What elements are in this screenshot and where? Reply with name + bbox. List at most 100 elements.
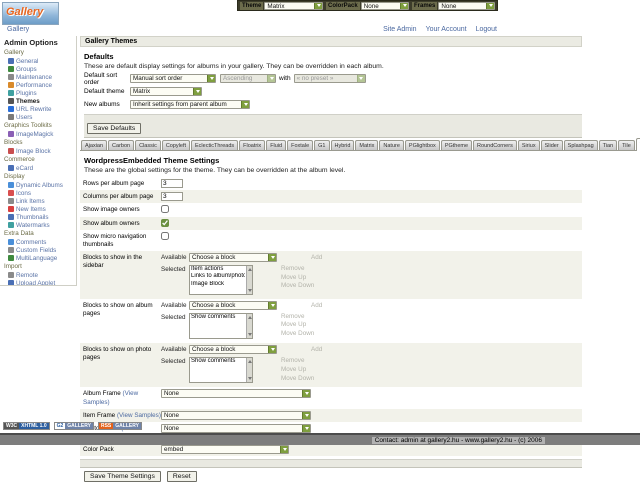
sidebar-item-comments[interactable]: Comments bbox=[8, 238, 74, 246]
sidebar-item-link-items[interactable]: Link Items bbox=[8, 197, 74, 205]
show-album-owners-checkbox[interactable] bbox=[161, 218, 169, 227]
sidebar-item-multilanguage[interactable]: MultiLanguage bbox=[8, 254, 74, 262]
tab-pgtheme[interactable]: PGtheme bbox=[440, 140, 473, 150]
sidebar-item-image-block[interactable]: Image Block bbox=[8, 147, 74, 155]
sort-preset-select[interactable]: « no preset » bbox=[293, 74, 366, 83]
sidebar-blocks-add-link[interactable]: Add bbox=[311, 254, 323, 262]
item-frame-select[interactable]: None bbox=[161, 410, 311, 420]
tab-g1[interactable]: G1 bbox=[314, 140, 330, 150]
sidebar-item-url-rewrite[interactable]: URL Rewrite bbox=[8, 105, 74, 113]
badge-w3c[interactable]: W3C XHTML 1.0 bbox=[3, 422, 50, 430]
photo-blocks-movedown-link[interactable]: Move Down bbox=[281, 374, 315, 382]
tab-tian[interactable]: Tian bbox=[598, 140, 618, 150]
logout-link[interactable]: Logout bbox=[475, 26, 497, 33]
available-label: Available bbox=[161, 301, 187, 309]
sidebar-item-new-items[interactable]: New Items bbox=[8, 205, 74, 213]
photo-blocks-selected-listbox[interactable]: Show comments bbox=[189, 356, 253, 383]
tab-wordpressembedded[interactable]: WordpressEmbedded bbox=[635, 138, 640, 150]
album-blocks-available-select[interactable]: Choose a block bbox=[189, 300, 277, 310]
tab-fluid[interactable]: Fluid bbox=[266, 140, 287, 150]
photo-blocks-available-select[interactable]: Choose a block bbox=[189, 345, 277, 355]
tab-nature[interactable]: Nature bbox=[379, 140, 404, 150]
theme-quick-select[interactable]: Matrix bbox=[264, 1, 323, 10]
tab-classic[interactable]: Classic bbox=[135, 140, 161, 150]
tab-carbon[interactable]: Carbon bbox=[108, 140, 135, 150]
site-admin-link[interactable]: Site Admin bbox=[383, 26, 417, 33]
listbox-option-show-comments[interactable]: Show comments bbox=[191, 313, 236, 320]
sidebar-item-upload-applet[interactable]: Upload Applet bbox=[8, 279, 74, 285]
tab-splashpag[interactable]: Splashpag bbox=[563, 140, 598, 150]
sidebar-item-remote[interactable]: Remote bbox=[8, 271, 74, 279]
tab-pglightbox[interactable]: PGlightbox bbox=[404, 140, 440, 150]
sidebar-item-thumbnails[interactable]: Thumbnails bbox=[8, 213, 74, 221]
listbox-option-image-block[interactable]: Image Block bbox=[191, 280, 225, 287]
listbox-option-show-comments[interactable]: Show comments bbox=[191, 357, 236, 364]
sidebar-item-maintenance[interactable]: Maintenance bbox=[8, 73, 74, 81]
tab-hybrid[interactable]: Hybrid bbox=[330, 140, 355, 150]
rows-per-page-input[interactable] bbox=[161, 179, 183, 188]
tab-eclecticthreads[interactable]: EclecticThreads bbox=[191, 140, 239, 150]
sort-direction-select[interactable]: Ascending bbox=[220, 74, 276, 83]
colorpack-quick-select[interactable]: None bbox=[360, 1, 409, 10]
photo-frame-select[interactable]: None bbox=[161, 423, 311, 433]
album-blocks-selected-listbox[interactable]: Show comments bbox=[189, 312, 253, 339]
tab-siriux[interactable]: Siriux bbox=[517, 140, 540, 150]
save-theme-settings-button[interactable]: Save Theme Settings bbox=[84, 471, 161, 482]
show-image-owners-checkbox[interactable] bbox=[161, 205, 169, 214]
item-frame-view-samples-link[interactable]: (View Samples) bbox=[116, 411, 161, 419]
tab-ajaxian[interactable]: Ajaxian bbox=[81, 140, 108, 150]
tab-foxtale[interactable]: Foxtale bbox=[287, 140, 314, 150]
tab-roundcorners[interactable]: RoundCorners bbox=[473, 140, 517, 150]
reset-button[interactable]: Reset bbox=[166, 471, 197, 482]
sidebar-item-dynamic-albums[interactable]: Dynamic Albums bbox=[8, 181, 74, 189]
new-albums-select[interactable]: Inherit settings from parent album bbox=[130, 100, 250, 109]
cols-per-page-input[interactable] bbox=[161, 192, 183, 202]
sidebar-item-performance[interactable]: Performance bbox=[8, 81, 74, 89]
colorpack-select[interactable]: embed bbox=[161, 445, 289, 455]
sidebar-item-general[interactable]: General bbox=[8, 57, 74, 65]
album-frame-select[interactable]: None bbox=[161, 389, 311, 399]
show-micro-nav-checkbox[interactable] bbox=[161, 231, 169, 240]
tab-floatrix[interactable]: Floatrix bbox=[239, 140, 266, 150]
listbox-option-item-actions[interactable]: Item actions bbox=[191, 265, 224, 272]
sidebar-blocks-remove-link[interactable]: Remove bbox=[281, 264, 305, 272]
badge-g2[interactable]: G2 GALLERY bbox=[53, 422, 94, 430]
save-defaults-button[interactable]: Save Defaults bbox=[87, 123, 142, 134]
default-theme-select[interactable]: Matrix bbox=[130, 87, 202, 96]
sidebar-item-plugins[interactable]: Plugins bbox=[8, 89, 74, 97]
photo-blocks-moveup-link[interactable]: Move Up bbox=[281, 365, 307, 373]
your-account-link[interactable]: Your Account bbox=[425, 26, 467, 33]
sidebar-item-watermarks[interactable]: Watermarks bbox=[8, 221, 74, 229]
album-blocks-movedown-link[interactable]: Move Down bbox=[281, 330, 315, 338]
sidebar-item-users[interactable]: Users bbox=[8, 113, 74, 121]
tab-matrix[interactable]: Matrix bbox=[355, 140, 379, 150]
gallery-logo[interactable]: Gallery bbox=[2, 2, 59, 25]
album-frame-view-samples-link[interactable]: (View Samples) bbox=[83, 390, 139, 406]
frames-quick-select[interactable]: None bbox=[438, 1, 495, 10]
sidebar-item-groups[interactable]: Groups bbox=[8, 65, 74, 73]
sidebar-item-imagemagick[interactable]: ImageMagick bbox=[8, 130, 74, 138]
sidebar-item-custom-fields[interactable]: Custom Fields bbox=[8, 246, 74, 254]
photo-blocks-remove-link[interactable]: Remove bbox=[281, 356, 305, 364]
tab-tile[interactable]: Tile bbox=[618, 140, 635, 150]
breadcrumb-gallery-link[interactable]: Gallery bbox=[7, 26, 30, 33]
sidebar-item-icons[interactable]: Icons bbox=[8, 189, 74, 197]
album-blocks-moveup-link[interactable]: Move Up bbox=[281, 321, 307, 329]
default-sort-select[interactable]: Manual sort order bbox=[130, 74, 216, 83]
sidebar-blocks-available-select[interactable]: Choose a block bbox=[189, 253, 277, 263]
sidebar-blocks-movedown-link[interactable]: Move Down bbox=[281, 282, 315, 290]
sidebar-blocks-moveup-link[interactable]: Move Up bbox=[281, 273, 307, 281]
sidebar-item-ecard[interactable]: eCard bbox=[8, 164, 74, 172]
album-blocks-add-link[interactable]: Add bbox=[311, 301, 323, 309]
listbox-scrollbar[interactable] bbox=[246, 313, 252, 338]
tab-copyleft[interactable]: Copyleft bbox=[161, 140, 191, 150]
listbox-option-links-to-album-photo-peers[interactable]: Links to album/photo peers bbox=[191, 273, 245, 280]
listbox-scrollbar[interactable] bbox=[246, 357, 252, 382]
album-blocks-remove-link[interactable]: Remove bbox=[281, 312, 305, 320]
badge-rss[interactable]: RSS GALLERY bbox=[97, 422, 142, 430]
listbox-scrollbar[interactable] bbox=[246, 265, 252, 294]
photo-blocks-add-link[interactable]: Add bbox=[311, 346, 323, 354]
sidebar-item-themes[interactable]: Themes bbox=[8, 97, 74, 105]
tab-slider[interactable]: Slider bbox=[540, 140, 563, 150]
